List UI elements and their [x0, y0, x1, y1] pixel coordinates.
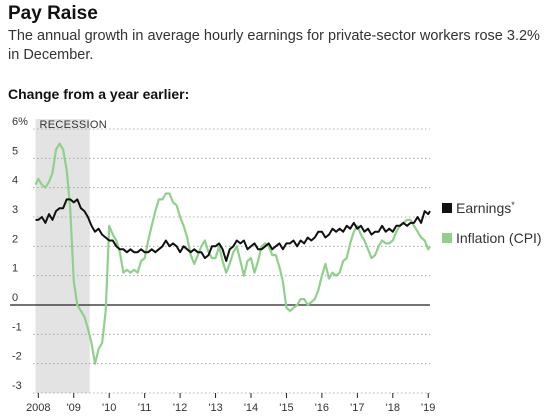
y-axis-ticks: -3 -2 -1 0 1 2 3 4 5 6%	[12, 116, 28, 392]
x-tick-label: '09	[67, 402, 81, 414]
legend-footnote-marker: *	[511, 200, 515, 210]
x-tick-label: '12	[173, 402, 187, 414]
inflation-line	[34, 142, 431, 365]
y-axis-caption: Change from a year earlier:	[8, 86, 190, 102]
x-tick-label: '14	[244, 402, 258, 414]
gridlines	[10, 128, 430, 394]
recession-band	[35, 119, 90, 393]
recession-label: RECESSION	[39, 119, 107, 131]
y-tick-label: -1	[12, 321, 22, 333]
legend-label-inflation: Inflation (CPI)	[456, 230, 542, 246]
recession-band-group: RECESSION	[35, 119, 107, 393]
earnings-line	[35, 198, 431, 262]
x-tick-label: '18	[386, 402, 400, 414]
legend-swatch-earnings	[442, 203, 452, 213]
y-tick-label: 6%	[12, 116, 28, 128]
y-tick-label: -2	[12, 351, 22, 363]
series-lines	[34, 142, 431, 365]
y-tick-label: 5	[12, 145, 18, 157]
x-tick-label: '11	[138, 402, 152, 414]
legend-swatch-inflation	[442, 233, 452, 243]
x-tick-label: 2008	[26, 402, 50, 414]
chart-title: Pay Raise	[8, 3, 98, 24]
y-tick-label: 3	[12, 204, 18, 216]
y-tick-label: 0	[12, 292, 18, 304]
x-tick-label: '16	[315, 402, 329, 414]
y-tick-label: 1	[12, 263, 18, 275]
x-tick-label: '10	[102, 402, 116, 414]
x-tick-label: '19	[421, 402, 435, 414]
x-tick-label: '15	[279, 402, 293, 414]
y-tick-label: 4	[12, 175, 18, 187]
x-axis-ticks: 2008 '09 '10 '11 '12 '13 '14 '15 '16 '17 '18 '19	[26, 393, 435, 414]
y-tick-label: 2	[12, 233, 18, 245]
legend-label-earnings: Earnings*	[456, 200, 515, 216]
legend: Earnings* Inflation (CPI)	[442, 200, 542, 246]
x-tick-label: '13	[208, 402, 222, 414]
y-tick-label: -3	[12, 380, 22, 392]
x-tick-label: '17	[350, 402, 364, 414]
chart-subtitle: The annual growth in average hourly earn…	[8, 28, 540, 63]
